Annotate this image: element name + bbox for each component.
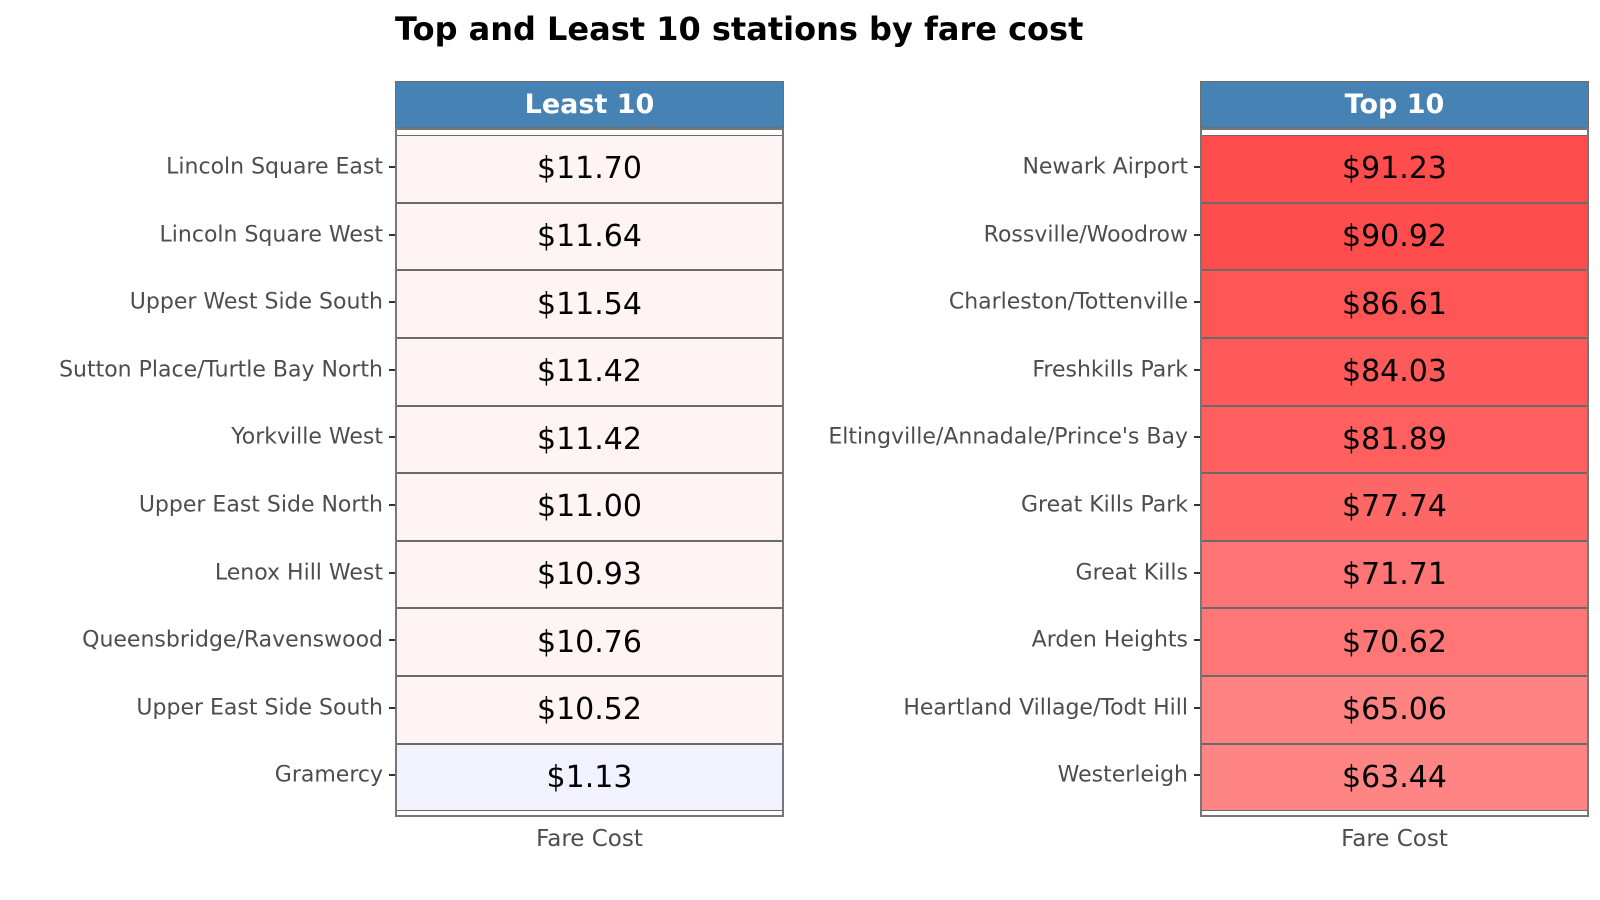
fare-cell-top-10: $63.44 xyxy=(1202,743,1587,812)
y-tick-label-least-10: Yorkville West xyxy=(231,424,383,450)
fare-cell-top-10: $86.61 xyxy=(1202,270,1587,338)
y-tick-mark-top-10 xyxy=(1194,639,1200,642)
y-tick-label-top-10: Charleston/Tottenville xyxy=(948,289,1188,315)
fare-cell-top-10: $84.03 xyxy=(1202,338,1587,406)
y-tick-label-top-10: Rossville/Woodrow xyxy=(983,222,1188,248)
y-tick-mark-top-10 xyxy=(1194,301,1200,304)
x-axis-label-least-10: Fare Cost xyxy=(536,826,643,852)
y-tick-mark-top-10 xyxy=(1194,774,1200,777)
fare-cell-top-10: $91.23 xyxy=(1202,135,1587,203)
y-tick-mark-least-10 xyxy=(389,436,395,439)
y-tick-mark-least-10 xyxy=(389,571,395,574)
fare-cell-least-10: $11.54 xyxy=(397,270,782,338)
y-tick-mark-least-10 xyxy=(389,706,395,709)
y-tick-mark-top-10 xyxy=(1194,368,1200,371)
y-tick-label-top-10: Newark Airport xyxy=(1022,154,1188,180)
y-tick-mark-top-10 xyxy=(1194,504,1200,506)
y-tick-mark-least-10 xyxy=(389,301,395,304)
y-tick-label-top-10: Arden Heights xyxy=(1031,627,1188,653)
panel-top-10: Top 10 $91.23 $90.92 $86.61 $84.03 $81.89 $77… xyxy=(1200,81,1589,817)
fare-cell-least-10: $11.42 xyxy=(397,405,782,474)
y-tick-mark-top-10 xyxy=(1194,706,1200,709)
y-tick-label-top-10: Great Kills Park xyxy=(1020,492,1188,518)
fare-cell-least-10: $10.52 xyxy=(397,676,782,744)
x-axis-label-top-10: Fare Cost xyxy=(1341,826,1448,852)
y-tick-mark-top-10 xyxy=(1194,571,1200,574)
y-tick-mark-least-10 xyxy=(389,368,395,371)
fare-cell-least-10: $10.76 xyxy=(397,608,782,676)
y-tick-label-top-10: Eltingville/Annadale/Prince's Bay xyxy=(828,424,1188,450)
y-tick-label-least-10: Upper East Side South xyxy=(136,695,383,721)
y-tick-label-top-10: Heartland Village/Todt Hill xyxy=(903,695,1188,721)
y-tick-label-least-10: Sutton Place/Turtle Bay North xyxy=(59,357,383,383)
chart-title: Top and Least 10 stations by fare cost xyxy=(395,10,1084,48)
y-tick-mark-top-10 xyxy=(1194,436,1200,439)
fare-cell-top-10: $70.62 xyxy=(1202,608,1587,676)
y-tick-label-least-10: Lenox Hill West xyxy=(214,560,383,586)
fare-cell-least-10: $10.93 xyxy=(397,540,782,609)
y-tick-label-least-10: Lincoln Square West xyxy=(159,222,383,248)
y-tick-mark-least-10 xyxy=(389,233,395,236)
y-tick-label-least-10: Lincoln Square East xyxy=(166,154,383,180)
y-tick-mark-least-10 xyxy=(389,774,395,777)
fare-cell-least-10: $11.70 xyxy=(397,135,782,203)
y-tick-label-least-10: Queensbridge/Ravenswood xyxy=(82,627,383,653)
y-tick-label-top-10: Freshkills Park xyxy=(1032,357,1188,383)
panel-strip-least-10: Least 10 xyxy=(395,81,784,128)
y-tick-mark-top-10 xyxy=(1194,233,1200,236)
fare-cell-top-10: $71.71 xyxy=(1202,540,1587,609)
y-tick-mark-least-10 xyxy=(389,639,395,642)
panel-strip-top-10: Top 10 xyxy=(1200,81,1589,128)
plot-area-top-10: $91.23 $90.92 $86.61 $84.03 $81.89 $77.74 $71.… xyxy=(1200,128,1589,817)
y-tick-label-least-10: Gramercy xyxy=(274,762,383,788)
fare-cell-top-10: $77.74 xyxy=(1202,473,1587,541)
plot-area-least-10: $11.70 $11.64 $11.54 $11.42 $11.42 $11.00 $10.… xyxy=(395,128,784,817)
panel-least-10: Least 10 $11.70 $11.64 $11.54 $11.42 $11.42 $… xyxy=(395,81,784,817)
y-tick-mark-least-10 xyxy=(389,166,395,168)
fare-cell-top-10: $90.92 xyxy=(1202,202,1587,271)
y-tick-mark-least-10 xyxy=(389,504,395,506)
fare-cell-top-10: $65.06 xyxy=(1202,676,1587,744)
fare-cell-least-10: $11.64 xyxy=(397,202,782,271)
y-tick-mark-top-10 xyxy=(1194,166,1200,168)
fare-cell-least-10: $11.00 xyxy=(397,473,782,541)
fare-cell-least-10: $1.13 xyxy=(397,743,782,812)
fare-cell-top-10: $81.89 xyxy=(1202,405,1587,474)
y-tick-label-least-10: Upper East Side North xyxy=(138,492,383,518)
fare-cell-least-10: $11.42 xyxy=(397,338,782,406)
y-tick-label-top-10: Great Kills xyxy=(1075,560,1188,586)
y-tick-label-least-10: Upper West Side South xyxy=(129,289,383,315)
y-tick-label-top-10: Westerleigh xyxy=(1057,762,1188,788)
